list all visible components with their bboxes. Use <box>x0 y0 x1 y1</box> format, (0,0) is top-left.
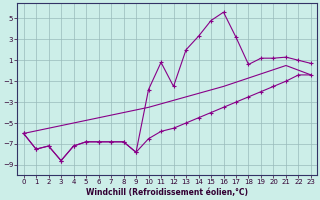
X-axis label: Windchill (Refroidissement éolien,°C): Windchill (Refroidissement éolien,°C) <box>86 188 248 197</box>
